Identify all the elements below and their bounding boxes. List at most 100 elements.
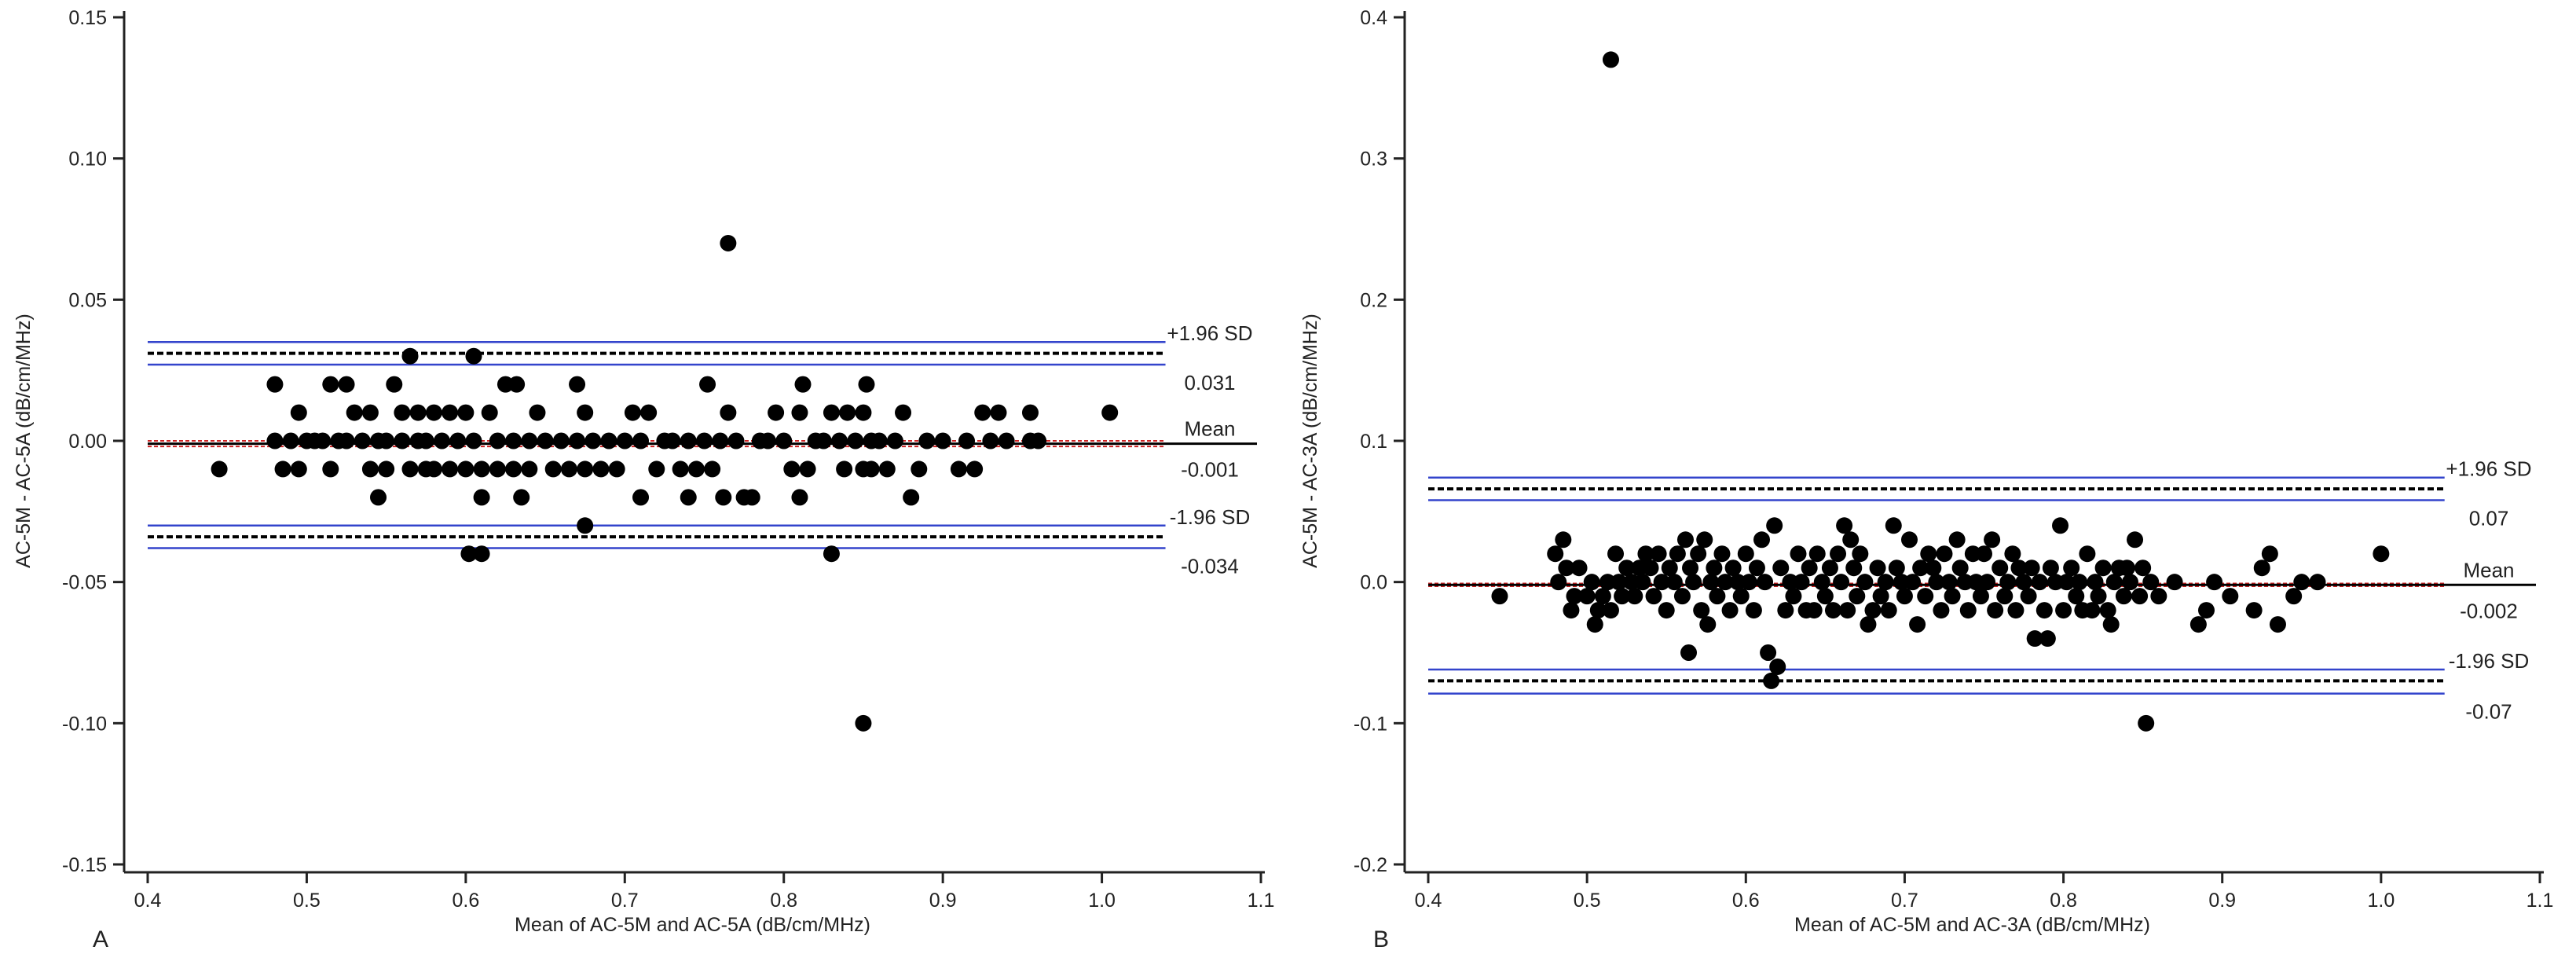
data-point <box>481 404 498 421</box>
data-point <box>584 432 602 449</box>
data-point <box>552 432 570 449</box>
data-point <box>1709 588 1726 605</box>
data-point <box>1904 574 1922 591</box>
data-point <box>831 432 848 449</box>
data-point <box>775 432 793 449</box>
data-point <box>600 432 617 449</box>
data-point <box>768 404 785 421</box>
data-point <box>895 404 912 421</box>
data-point <box>2138 714 2155 732</box>
data-point <box>2253 560 2270 577</box>
data-point <box>274 460 291 478</box>
data-point <box>361 404 379 421</box>
data-point <box>1900 531 1918 549</box>
data-point <box>799 460 816 478</box>
data-point <box>473 489 490 506</box>
data-point <box>1547 545 1564 563</box>
data-point <box>1976 545 1992 563</box>
data-point <box>2071 574 2088 591</box>
y-tick-label: 0.1 <box>1360 431 1387 453</box>
data-point <box>1864 602 1882 619</box>
data-point <box>727 432 745 449</box>
data-point <box>696 432 713 449</box>
x-tick-label: 0.6 <box>452 890 479 912</box>
data-point <box>2198 602 2215 619</box>
data-point <box>1839 602 1856 619</box>
data-point <box>266 432 284 449</box>
mean-value: -0.001 <box>1181 458 1239 482</box>
data-point <box>794 376 812 393</box>
data-point <box>1713 545 1731 563</box>
data-point <box>354 432 371 449</box>
data-point <box>2068 588 2085 605</box>
panel-label: B <box>1373 926 1389 952</box>
data-point <box>863 460 880 478</box>
lower-loa-label: -1.96 SD <box>2449 649 2530 673</box>
data-point <box>2142 574 2160 591</box>
data-point <box>513 489 530 506</box>
data-point <box>1614 588 1631 605</box>
x-tick-label: 0.8 <box>770 890 797 912</box>
chart-panel-b: -0.2 -0.1 0.0 0.1 0.2 0.3 0.4 0.4 0.5 0.6 0.7 0.8 0.… <box>1299 7 2553 952</box>
data-point <box>855 714 872 732</box>
data-point <box>1748 560 1765 577</box>
data-point <box>1885 517 1902 534</box>
data-point <box>1696 531 1713 549</box>
data-point <box>425 460 442 478</box>
data-point <box>2222 588 2239 605</box>
data-point <box>417 432 434 449</box>
panel-label: A <box>93 926 108 952</box>
data-point <box>1757 574 1774 591</box>
data-point <box>1717 574 1734 591</box>
data-point <box>457 460 475 478</box>
data-point <box>314 432 332 449</box>
data-point <box>2004 545 2021 563</box>
data-point <box>394 432 411 449</box>
x-tick-label: 1.1 <box>1248 890 1275 912</box>
data-point <box>2052 517 2069 534</box>
data-point <box>1777 602 1794 619</box>
data-point <box>1661 560 1678 577</box>
data-point <box>664 432 681 449</box>
data-point <box>672 460 689 478</box>
data-point <box>1999 574 2017 591</box>
data-point <box>489 432 506 449</box>
data-point <box>2099 602 2116 619</box>
data-point <box>1570 560 1588 577</box>
y-tick-label: 0.05 <box>68 289 107 311</box>
data-point <box>2261 545 2278 563</box>
y-axis-title: AC-5M - AC-3A (dB/cm/MHz) <box>1299 314 1321 568</box>
data-point <box>457 404 475 421</box>
data-point <box>2036 602 2053 619</box>
data-point <box>442 404 459 421</box>
data-point <box>2023 560 2040 577</box>
data-point <box>720 404 737 421</box>
data-point <box>1912 560 1929 577</box>
data-point <box>2058 574 2076 591</box>
data-point <box>720 234 737 251</box>
x-tick-label: 0.6 <box>1732 890 1760 912</box>
data-point <box>1801 560 1818 577</box>
data-point <box>529 404 546 421</box>
data-point <box>878 460 896 478</box>
data-point <box>982 432 999 449</box>
data-point <box>1845 560 1863 577</box>
data-point <box>1558 560 1575 577</box>
data-point <box>401 460 419 478</box>
data-point <box>1618 560 1636 577</box>
data-point <box>1760 644 1777 661</box>
data-point <box>508 376 526 393</box>
data-point <box>1793 574 1810 591</box>
data-point <box>743 489 760 506</box>
data-point <box>2269 616 2286 633</box>
data-point <box>870 432 888 449</box>
data-point <box>2083 602 2101 619</box>
data-point <box>2309 574 2326 591</box>
x-tick-label: 0.4 <box>1415 890 1442 912</box>
data-point <box>2079 545 2096 563</box>
y-tick-label: -0.1 <box>1354 713 1387 735</box>
data-point <box>2039 630 2056 648</box>
data-point <box>460 545 478 563</box>
data-point <box>1824 602 1841 619</box>
